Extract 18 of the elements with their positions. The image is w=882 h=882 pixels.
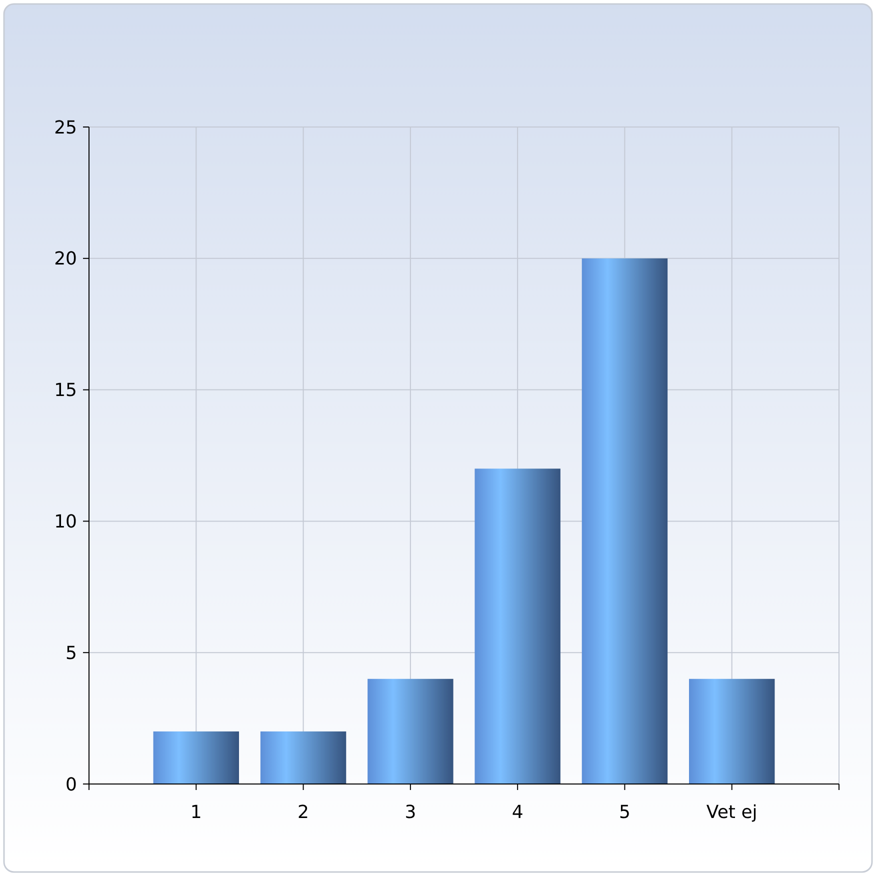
y-tick-label: 15 xyxy=(54,380,77,402)
y-tick-label: 10 xyxy=(54,512,77,532)
y-tick-label: 20 xyxy=(54,248,77,270)
x-tick-label: Vet ej xyxy=(706,802,758,823)
bar xyxy=(260,731,346,784)
x-tick-label: 4 xyxy=(512,802,524,823)
bar xyxy=(368,678,454,784)
x-tick-label: 5 xyxy=(618,802,630,823)
bar xyxy=(582,258,668,784)
y-tick-label: 5 xyxy=(66,642,77,664)
bar xyxy=(153,731,239,784)
bar xyxy=(474,468,560,784)
x-tick-label: 3 xyxy=(404,802,416,823)
y-tick-label: 0 xyxy=(66,774,77,796)
x-tick-label: 2 xyxy=(298,802,310,823)
y-tick-label: 25 xyxy=(54,117,77,138)
x-tick-label: 1 xyxy=(190,802,202,823)
bar xyxy=(689,678,775,784)
